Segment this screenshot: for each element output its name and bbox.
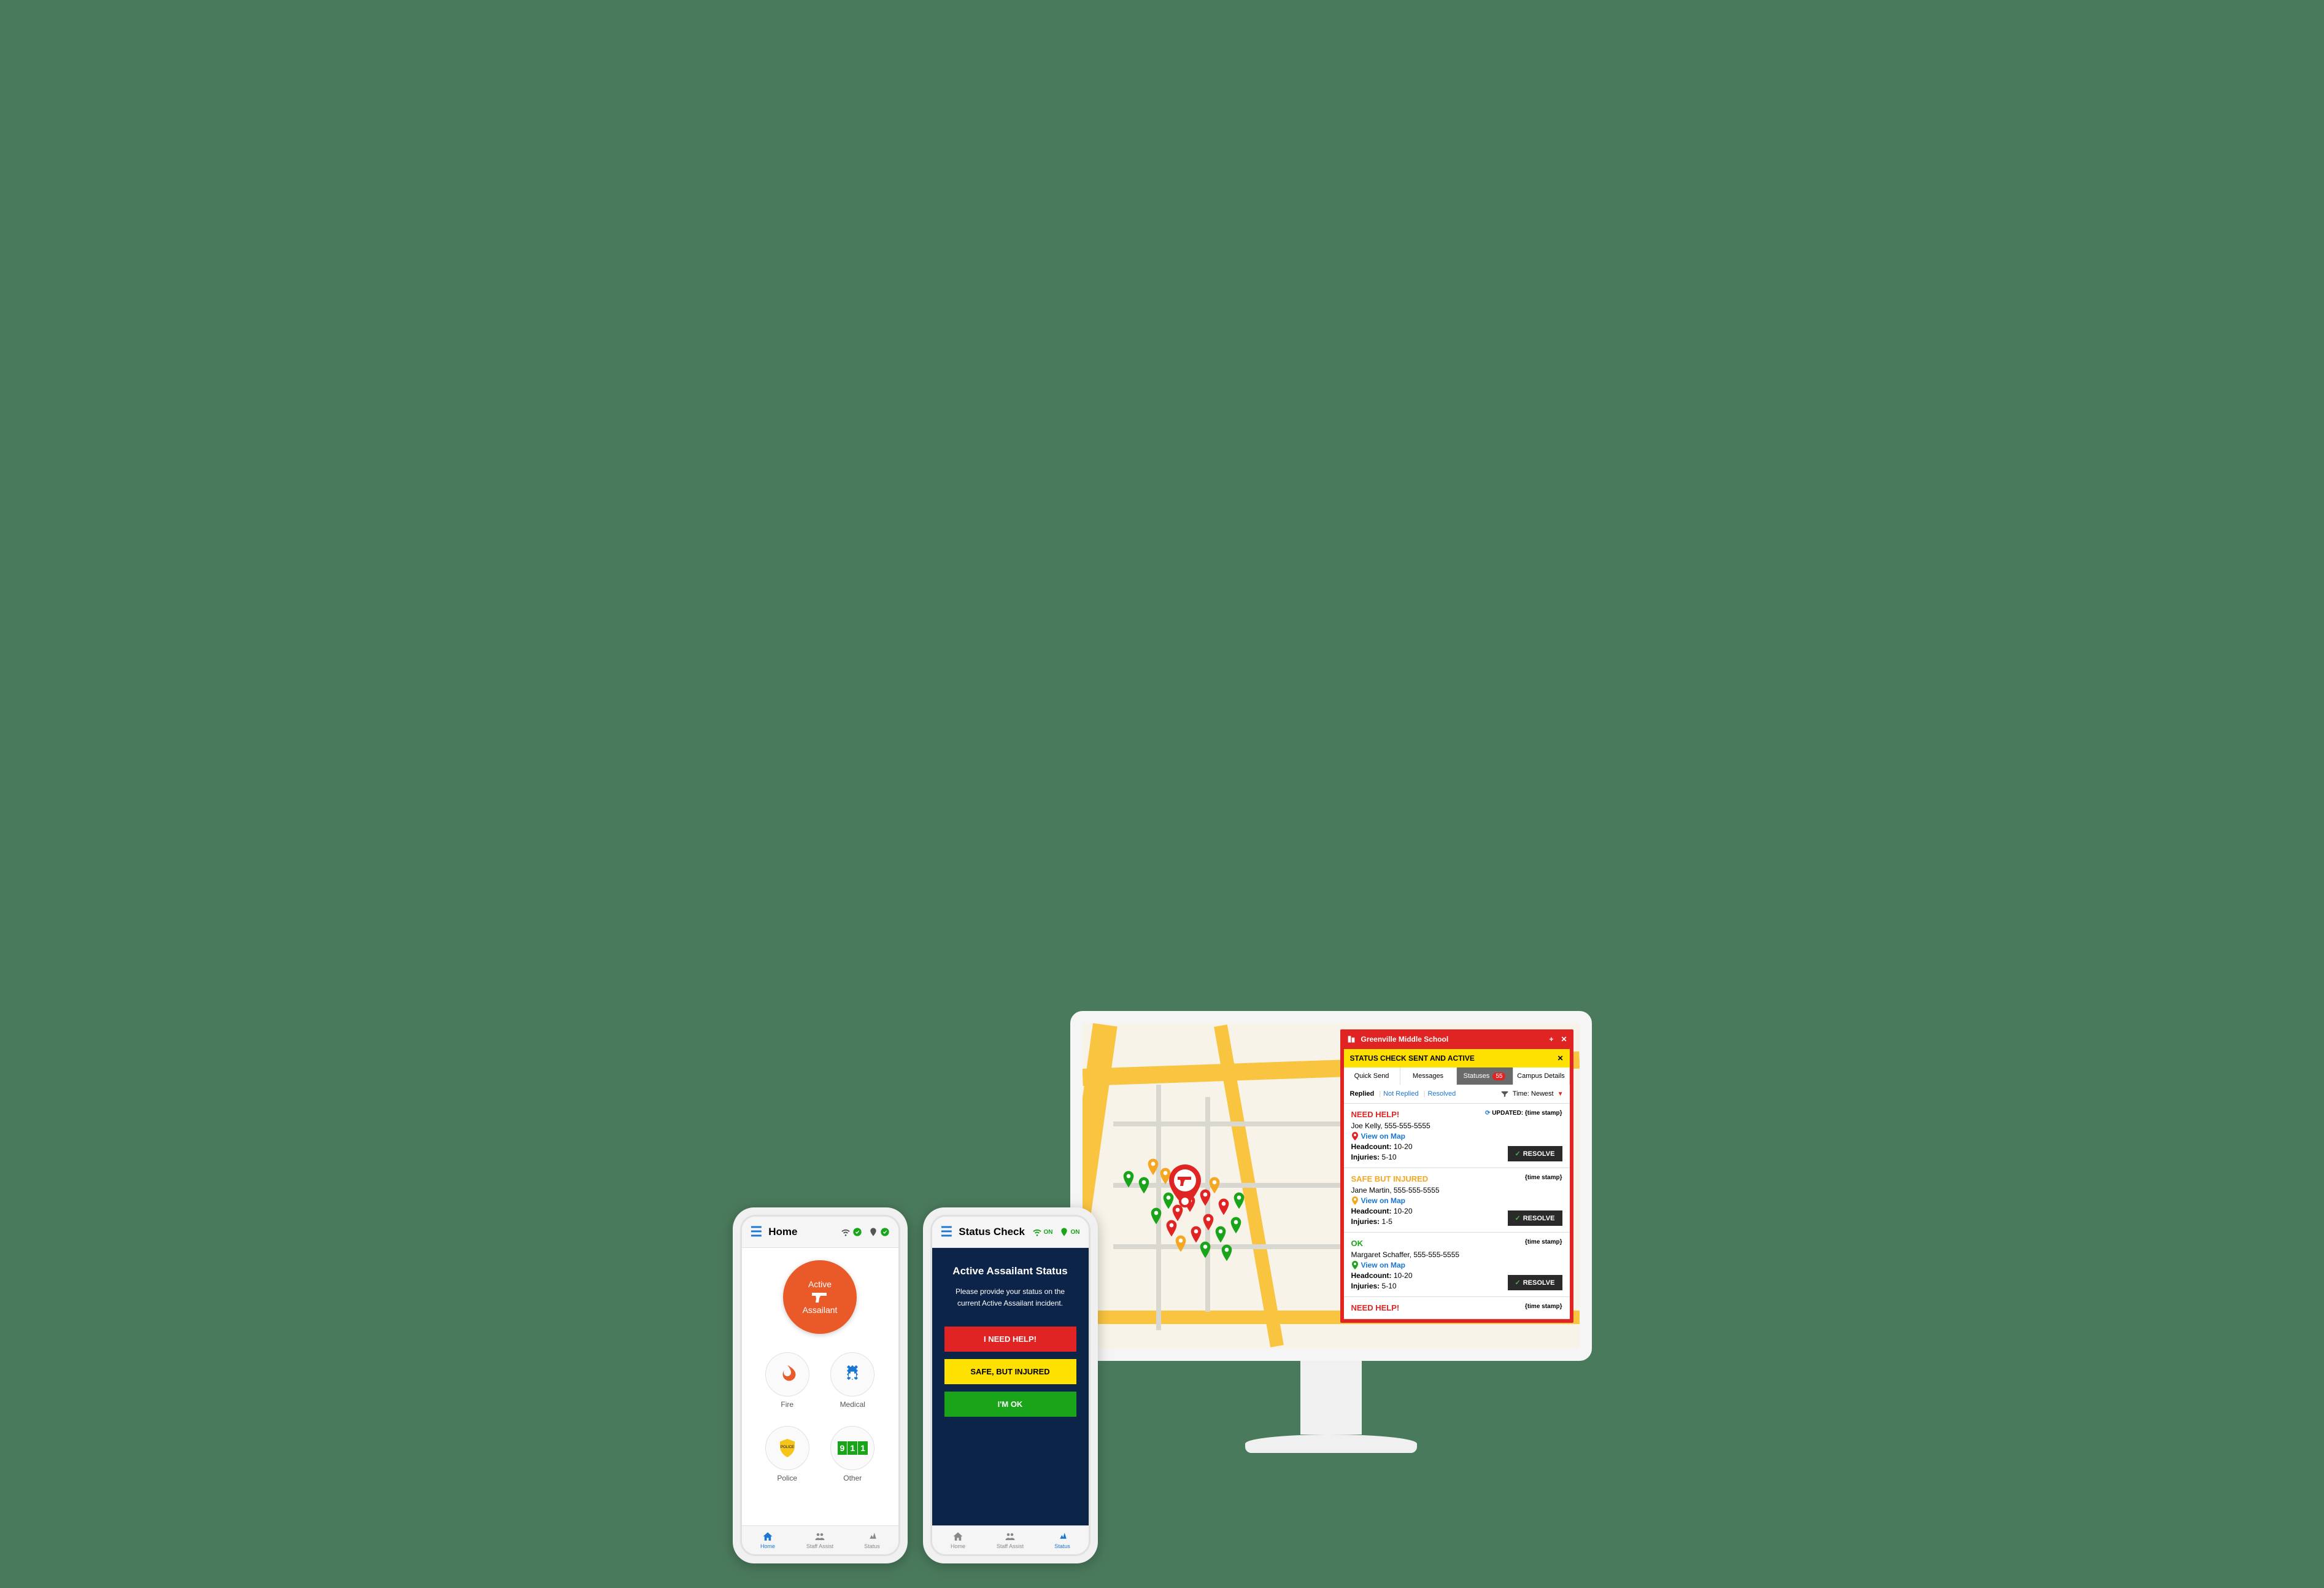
svg-text:POLICE: POLICE <box>781 1446 794 1449</box>
status-card: NEED HELP!{time stamp} <box>1344 1297 1570 1319</box>
desktop-monitor: Greenville Middle School + ✕ STATUS CHEC… <box>1070 1011 1592 1453</box>
page-title: Home <box>768 1226 797 1238</box>
quick-action-police: POLICEPolice <box>764 1426 811 1482</box>
tab-campus-details[interactable]: Campus Details <box>1513 1067 1570 1085</box>
view-on-map-link[interactable]: View on Map <box>1351 1132 1562 1141</box>
map-pins-cluster <box>1104 1134 1264 1293</box>
tab-quick-send[interactable]: Quick Send <box>1344 1067 1400 1085</box>
card-timestamp: {time stamp} <box>1525 1303 1562 1310</box>
map-pin[interactable] <box>1230 1217 1242 1234</box>
fire-button[interactable] <box>765 1352 809 1396</box>
active-assailant-button[interactable]: Active Assailant <box>783 1260 857 1334</box>
filter-resolved[interactable]: Resolved <box>1427 1090 1456 1098</box>
tab-statuses[interactable]: Statuses 55 <box>1457 1067 1513 1085</box>
nav-staff-assist[interactable]: Staff Assist <box>984 1526 1037 1554</box>
nav-status[interactable]: Status <box>1037 1526 1089 1554</box>
close-banner-icon[interactable]: ✕ <box>1557 1054 1563 1063</box>
status-panel: Greenville Middle School + ✕ STATUS CHEC… <box>1340 1029 1573 1323</box>
status-card: NEED HELP!⟳ UPDATED: {time stamp}Joe Kel… <box>1344 1104 1570 1168</box>
menu-icon[interactable]: ☰ <box>751 1224 763 1240</box>
map-pin[interactable] <box>1175 1235 1187 1252</box>
card-contact: Joe Kelly, 555-555-5555 <box>1351 1121 1562 1130</box>
wifi-indicator: ON <box>1032 1227 1053 1237</box>
phone1-nav: HomeStaff AssistStatus <box>742 1525 898 1554</box>
phone2-header: ☰ Status Check ON ON <box>932 1217 1089 1248</box>
chevron-down-icon: ▼ <box>1558 1091 1564 1098</box>
other-button[interactable]: 911 <box>830 1426 874 1470</box>
status-heading: Active Assailant Status <box>944 1265 1076 1277</box>
card-contact: Margaret Schaffer, 555-555-5555 <box>1351 1250 1562 1259</box>
map-pin[interactable] <box>1218 1198 1230 1215</box>
panel-header: Greenville Middle School + ✕ <box>1340 1029 1573 1049</box>
location-indicator: ON <box>1059 1227 1080 1237</box>
nav-staff-assist[interactable]: Staff Assist <box>794 1526 846 1554</box>
card-timestamp: {time stamp} <box>1525 1239 1562 1245</box>
nav-status[interactable]: Status <box>846 1526 898 1554</box>
status-card: OK{time stamp}Margaret Schaffer, 555-555… <box>1344 1233 1570 1297</box>
menu-icon[interactable]: ☰ <box>941 1224 953 1240</box>
phone1-body: Active Assailant Fire Medical POLICEPolice… <box>742 1248 898 1525</box>
phone-home: ☰ Home Active Assailant FireMedi <box>733 1207 908 1563</box>
quick-action-fire: Fire <box>764 1352 811 1409</box>
card-contact: Jane Martin, 555-555-5555 <box>1351 1186 1562 1195</box>
location-indicator <box>868 1227 890 1237</box>
phone-status-check: ☰ Status Check ON ON Active Assailant St… <box>923 1207 1098 1563</box>
card-timestamp: {time stamp} <box>1525 1174 1562 1181</box>
filter-row: Replied | Not Replied | Resolved Time: N… <box>1344 1085 1570 1104</box>
map-pin[interactable] <box>1208 1177 1221 1194</box>
status-cards: NEED HELP!⟳ UPDATED: {time stamp}Joe Kel… <box>1344 1104 1570 1319</box>
card-timestamp: ⟳ UPDATED: {time stamp} <box>1485 1110 1562 1117</box>
quick-action-other: 911Other <box>829 1426 876 1482</box>
status-button-red[interactable]: I NEED HELP! <box>944 1327 1076 1352</box>
phone2-nav: HomeStaff AssistStatus <box>932 1525 1089 1554</box>
center-marker <box>1179 1195 1191 1207</box>
page-title: Status Check <box>959 1226 1025 1238</box>
map-pin[interactable] <box>1199 1241 1211 1258</box>
resolve-button[interactable]: ✓RESOLVE <box>1508 1210 1562 1226</box>
map-pin[interactable] <box>1190 1226 1202 1243</box>
status-banner: STATUS CHECK SENT AND ACTIVE ✕ <box>1344 1049 1570 1067</box>
add-icon[interactable]: + <box>1549 1035 1553 1044</box>
sort-dropdown[interactable]: Time: Newest ▼ <box>1500 1090 1564 1098</box>
phone1-header: ☰ Home <box>742 1217 898 1248</box>
status-instructions: Please provide your status on the curren… <box>944 1286 1076 1309</box>
status-button-yellow[interactable]: SAFE, BUT INJURED <box>944 1359 1076 1384</box>
map-pin[interactable] <box>1165 1220 1178 1237</box>
filter-replied[interactable]: Replied <box>1350 1090 1375 1098</box>
medical-button[interactable] <box>830 1352 874 1396</box>
police-button[interactable]: POLICE <box>765 1426 809 1470</box>
quick-action-medical: Medical <box>829 1352 876 1409</box>
filter-not-replied[interactable]: Not Replied <box>1383 1090 1418 1098</box>
map-pin[interactable] <box>1150 1207 1162 1225</box>
map-pin[interactable] <box>1202 1214 1214 1231</box>
resolve-button[interactable]: ✓RESOLVE <box>1508 1146 1562 1161</box>
filter-icon <box>1500 1090 1509 1098</box>
nav-home[interactable]: Home <box>742 1526 794 1554</box>
close-panel-icon[interactable]: ✕ <box>1561 1035 1567 1044</box>
wifi-indicator <box>841 1227 862 1237</box>
status-button-green[interactable]: I'M OK <box>944 1392 1076 1417</box>
map-pin[interactable] <box>1122 1171 1135 1188</box>
map-pin[interactable] <box>1214 1226 1227 1243</box>
map-pin[interactable] <box>1147 1158 1159 1176</box>
nav-home[interactable]: Home <box>932 1526 984 1554</box>
resolve-button[interactable]: ✓RESOLVE <box>1508 1275 1562 1290</box>
map-pin[interactable] <box>1221 1244 1233 1261</box>
map-pin[interactable] <box>1138 1177 1150 1194</box>
view-on-map-link[interactable]: View on Map <box>1351 1261 1562 1269</box>
phone2-body: Active Assailant Status Please provide y… <box>932 1248 1089 1525</box>
map-pin[interactable] <box>1233 1192 1245 1209</box>
status-card: SAFE BUT INJURED{time stamp}Jane Martin,… <box>1344 1168 1570 1233</box>
monitor-screen: Greenville Middle School + ✕ STATUS CHEC… <box>1070 1011 1592 1361</box>
gun-icon <box>811 1290 829 1304</box>
building-icon <box>1346 1034 1356 1044</box>
panel-tabs: Quick SendMessagesStatuses 55Campus Deta… <box>1344 1067 1570 1085</box>
panel-title: Greenville Middle School <box>1361 1035 1449 1044</box>
view-on-map-link[interactable]: View on Map <box>1351 1196 1562 1205</box>
tab-messages[interactable]: Messages <box>1400 1067 1457 1085</box>
